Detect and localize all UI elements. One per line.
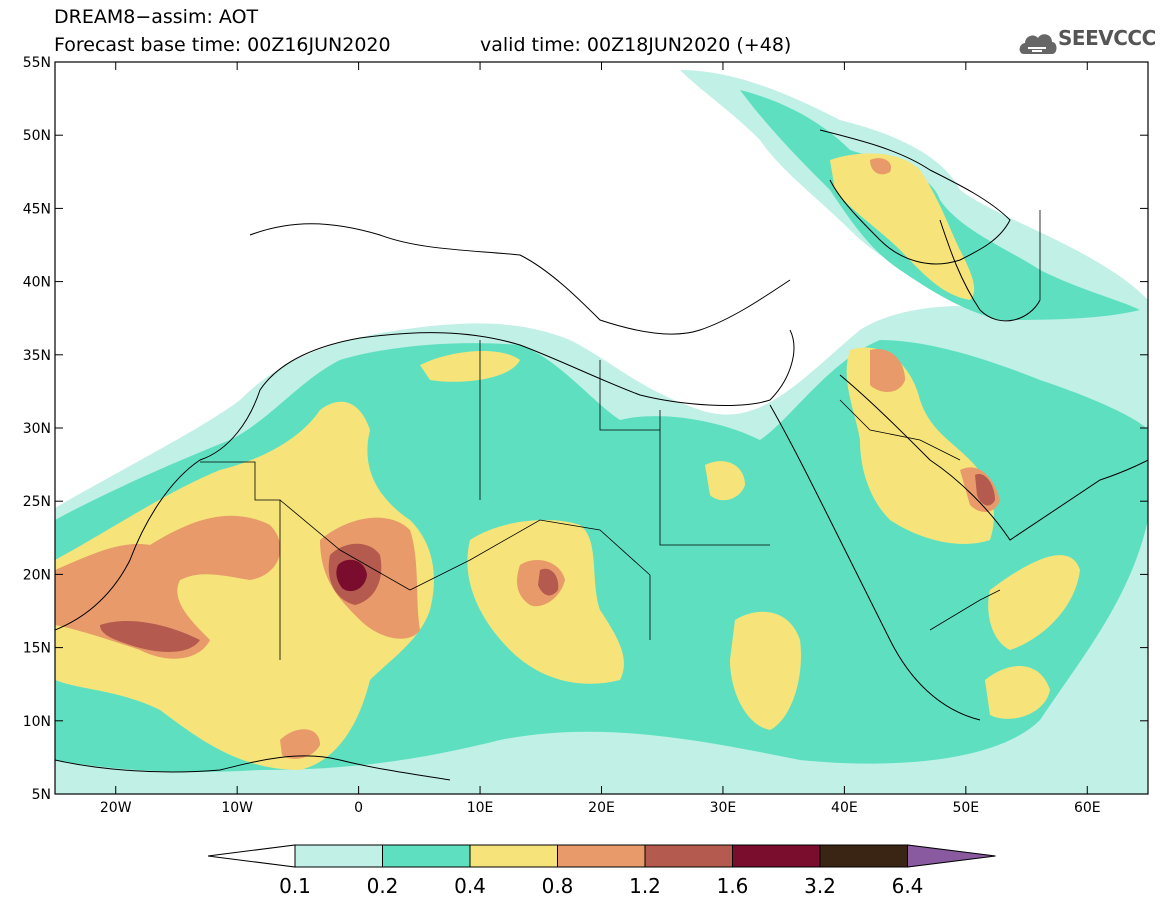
colorbar: 0.1 0.2 0.4 0.8 1.2 1.6 3.2 6.4 [207,844,996,898]
x-tick-label: 20W [100,800,132,816]
x-tick-label: 60E [1074,800,1101,816]
colorbar-segment [819,844,908,868]
colorbar-segment [644,844,733,868]
aot-contour-1.6 [336,559,367,592]
y-tick-label: 35N [23,348,51,364]
y-tick-label: 20N [23,567,51,583]
y-tick-label: 50N [23,128,51,144]
colorbar-label: 1.6 [717,874,749,898]
y-tick-label: 30N [23,421,51,437]
logo-text: SEEVCCC [1058,26,1156,50]
colorbar-label: 6.4 [892,874,924,898]
y-tick-label: 55N [23,55,51,71]
colorbar-above-arrow [907,844,996,868]
aot-contour-0.4 [55,153,1080,770]
x-tick-label: 20E [588,800,615,816]
colorbar-label: 3.2 [804,874,836,898]
colorbar-label: 0.8 [542,874,574,898]
x-tick-label: 10W [221,800,253,816]
colorbar-segment [469,844,558,868]
coastlines [55,129,1148,781]
map-title: DREAM8−assim: AOT [54,6,259,28]
colorbar-segment [732,844,821,868]
y-tick-label: 15N [23,641,51,657]
forecast-base-time: Forecast base time: 00Z16JUN2020 [54,34,391,56]
colorbar-label: 0.1 [279,874,311,898]
valid-time: valid time: 00Z18JUN2020 (+48) [480,34,792,56]
colorbar-label: 1.2 [629,874,661,898]
x-tick-label: 40E [831,800,858,816]
x-tick-label: 30E [710,800,737,816]
colorbar-label: 0.4 [454,874,486,898]
colorbar-segment [382,844,471,868]
y-tick-label: 5N [32,787,51,803]
x-tick-label: 10E [467,800,494,816]
y-axis: 55N 50N 45N 40N 35N 30N 25N 20N 15N 10N 5N [23,55,1148,803]
x-axis: 20W 10W 0 10E 20E 30E 40E 50E 60E [100,62,1101,816]
y-tick-label: 40N [23,275,51,291]
x-tick-label: 0 [354,800,363,816]
colorbar-below-arrow [207,844,296,868]
colorbar-segment [294,844,383,868]
colorbar-label: 0.2 [367,874,399,898]
colorbar-segment [557,844,646,868]
y-tick-label: 25N [23,494,51,510]
cloud-logo-icon [1019,34,1057,54]
y-tick-label: 10N [23,714,51,730]
x-tick-label: 50E [952,800,979,816]
country-borders [200,210,1041,660]
y-tick-label: 45N [23,201,51,217]
